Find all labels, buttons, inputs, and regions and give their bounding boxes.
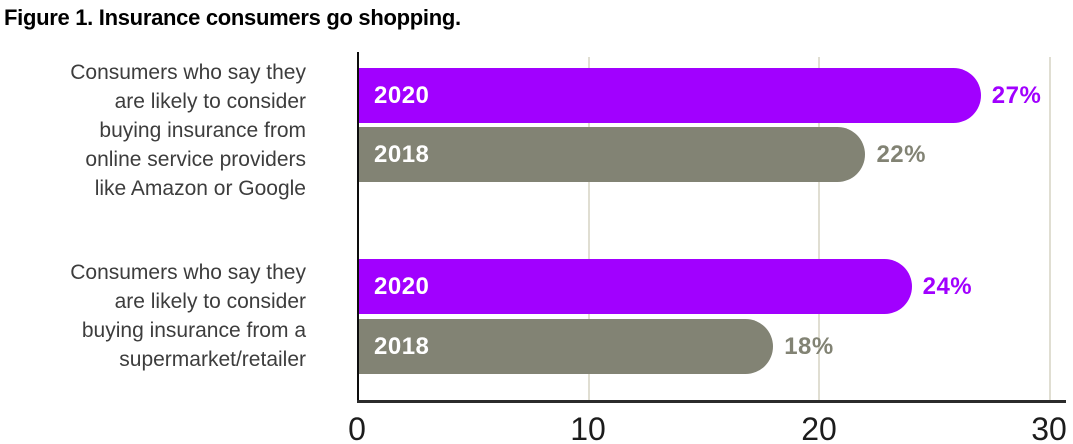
- bar-2018-online-providers: 2018: [358, 127, 866, 182]
- bar-2020-supermarket-retailer: 2020: [358, 259, 912, 314]
- bar-row: 2020 24%: [358, 259, 1050, 314]
- bar-year-label: 2020: [374, 272, 430, 300]
- bar-2020-online-providers: 2020: [358, 68, 981, 123]
- category-label-online-providers: Consumers who say they are likely to con…: [70, 61, 306, 200]
- gridline-30: [1049, 57, 1051, 402]
- x-tick-10: 10: [570, 411, 606, 444]
- x-tick-0: 0: [348, 411, 366, 444]
- bar-year-label: 2020: [374, 81, 430, 109]
- bar-year-label: 2018: [374, 332, 430, 360]
- bar-value-label: 27%: [991, 81, 1042, 109]
- bar-value-label: 18%: [784, 332, 834, 360]
- x-tick-30: 30: [1031, 411, 1067, 444]
- gridline-20: [818, 57, 821, 402]
- y-axis-line: [357, 52, 359, 402]
- category-label-supermarket-retailer: Consumers who say they are likely to con…: [70, 261, 306, 371]
- x-axis-line: [357, 400, 1066, 403]
- figure-title: Figure 1. Insurance consumers go shoppin…: [4, 5, 461, 30]
- bar-row: 2018 22%: [358, 127, 1050, 182]
- x-tick-20: 20: [801, 411, 837, 444]
- bar-row: 2020 27%: [358, 68, 1050, 123]
- gridline-10: [587, 57, 590, 402]
- bar-year-label: 2018: [374, 140, 430, 168]
- bar-row: 2018 18%: [358, 319, 1050, 374]
- bar-value-label: 24%: [922, 272, 973, 300]
- bar-2018-supermarket-retailer: 2018: [358, 319, 774, 374]
- plot-area: 2020 27% 2018 22% 2020 24% 2018 18%: [357, 52, 1051, 402]
- bar-value-label: 22%: [876, 140, 926, 168]
